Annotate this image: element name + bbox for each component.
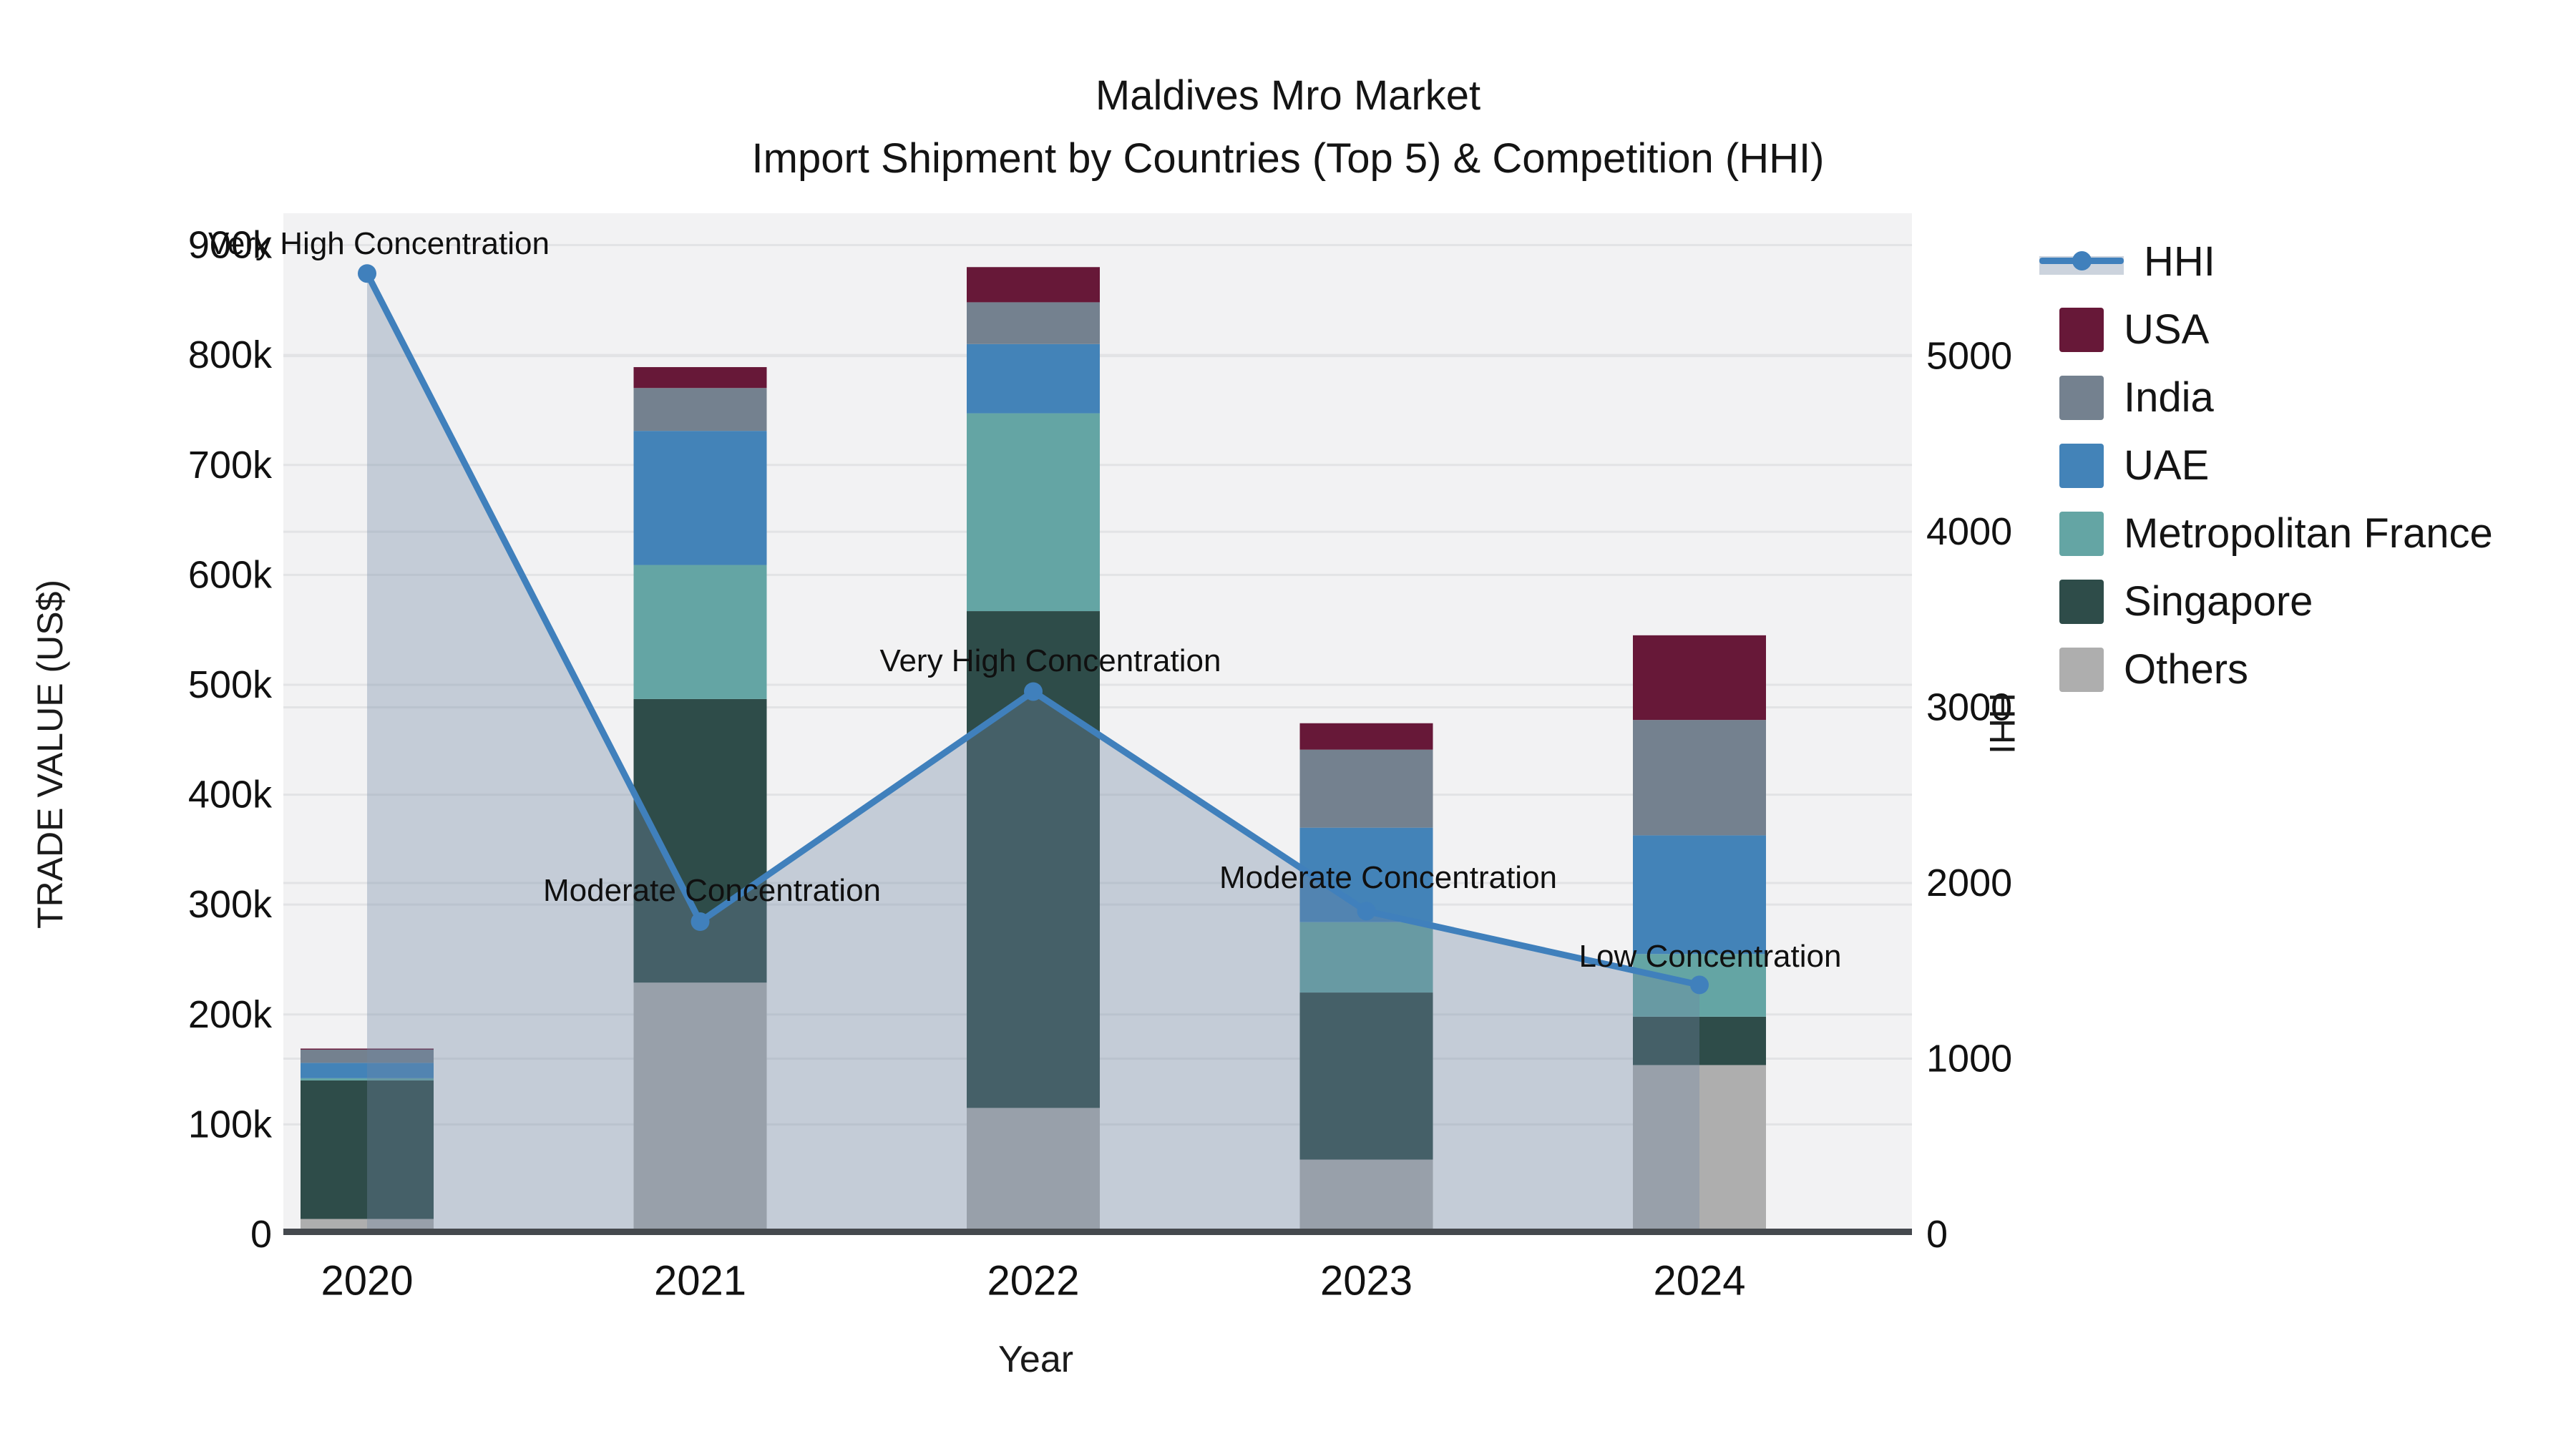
annotation-label: Moderate Concentration: [542, 873, 882, 908]
x-axis-line: [283, 1229, 1912, 1235]
x-tick-label: 2024: [1653, 1258, 1745, 1304]
bar-segment-singapore-2024: [1633, 1016, 1766, 1065]
hhi-marker-2024: [1690, 975, 1709, 995]
y-left-tick-label: 500k: [188, 663, 273, 706]
y-left-tick-label: 200k: [188, 993, 273, 1036]
y-right-tick-label: 3000: [1926, 686, 2012, 729]
legend-item-uae: UAE: [2059, 431, 2493, 499]
y-right-tick-label: 0: [1926, 1213, 1948, 1256]
bar-segment-uae-2024: [1633, 835, 1766, 955]
bar-segment-uae-2022: [967, 343, 1100, 414]
x-tick-label: 2020: [321, 1258, 413, 1304]
bar-segment-metropolitan-france-2023: [1299, 922, 1433, 993]
bar-segment-usa-2021: [633, 367, 767, 389]
bar-segment-metropolitan-france-2020: [301, 1078, 434, 1080]
bar-segment-usa-2020: [301, 1048, 434, 1050]
chart-subtitle: Import Shipment by Countries (Top 5) & C…: [751, 135, 1825, 182]
legend-item-singapore: Singapore: [2059, 567, 2493, 635]
hhi-marker-2022: [1024, 682, 1043, 701]
y-left-tick-label: 800k: [188, 333, 273, 376]
x-axis-title: Year: [998, 1339, 1074, 1380]
bar-segment-others-2021: [633, 982, 767, 1234]
annotation-label: Low Concentration: [1579, 939, 1842, 974]
y-axis-title-right: HHI: [1982, 692, 2022, 755]
y-right-tick-label: 2000: [1926, 862, 2012, 904]
bar-segment-india-2021: [633, 388, 767, 431]
y-right-tick-label: 5000: [1926, 335, 2012, 378]
legend-item-label: USA: [2124, 306, 2210, 353]
legend-swatch-icon: [2059, 647, 2104, 692]
x-tick-label: 2023: [1320, 1258, 1413, 1304]
bar-segment-india-2020: [301, 1049, 434, 1063]
hhi-marker-2020: [358, 264, 376, 283]
bar-segment-metropolitan-france-2021: [633, 565, 767, 699]
bar-segment-others-2023: [1299, 1159, 1433, 1234]
legend-swatch-icon: [2059, 375, 2104, 420]
legend-item-hhi: HHI: [2039, 228, 2493, 296]
y-left-tick-label: 400k: [188, 774, 273, 816]
legend-swatch-icon: [2059, 443, 2104, 488]
legend-swatch-icon: [2059, 307, 2104, 352]
bar-segment-usa-2024: [1633, 635, 1766, 721]
y-axis-title-left: TRADE VALUE (US$): [30, 579, 70, 930]
y-left-tick-label: 300k: [188, 883, 273, 926]
hhi-line-swatch-icon: [2039, 248, 2124, 276]
y-left-tick-label: 0: [250, 1213, 272, 1256]
legend-item-india: India: [2059, 364, 2493, 431]
bar-segment-india-2023: [1299, 749, 1433, 828]
legend-item-label: UAE: [2124, 442, 2210, 489]
legend-swatch-icon: [2059, 579, 2104, 624]
bar-segment-usa-2022: [967, 267, 1100, 303]
annotation-label: Very High Concentration: [208, 226, 550, 261]
y-left-tick-label: 700k: [188, 444, 273, 487]
hhi-marker-2023: [1357, 902, 1376, 921]
legend-item-label: HHI: [2144, 238, 2215, 285]
legend-item-label: Singapore: [2124, 578, 2313, 625]
legend-item-metropolitan-france: Metropolitan France: [2059, 499, 2493, 567]
legend-item-label: India: [2124, 374, 2214, 421]
bar-segment-india-2022: [967, 302, 1100, 344]
legend-item-others: Others: [2059, 635, 2493, 703]
y-right-tick-label: 1000: [1926, 1038, 2012, 1080]
legend-swatch-icon: [2059, 511, 2104, 556]
x-tick-label: 2021: [654, 1258, 746, 1304]
bar-segment-uae-2020: [301, 1063, 434, 1078]
hhi-marker-2021: [691, 912, 710, 932]
x-tick-label: 2022: [987, 1258, 1079, 1304]
bar-segment-india-2024: [1633, 720, 1766, 836]
legend: HHI USA India UAE Metropolitan France Singapo…: [2039, 228, 2493, 703]
chart-title: Maldives Mro Market: [1095, 72, 1481, 119]
y-left-tick-label: 100k: [188, 1103, 273, 1146]
annotation-label: Very High Concentration: [879, 643, 1221, 678]
legend-item-usa: USA: [2059, 296, 2493, 364]
bar-segment-uae-2021: [633, 431, 767, 565]
bar-segment-singapore-2020: [301, 1080, 434, 1219]
legend-item-label: Others: [2124, 646, 2249, 693]
bar-segment-usa-2023: [1299, 723, 1433, 750]
bar-segment-others-2022: [967, 1108, 1100, 1234]
legend-item-label: Metropolitan France: [2124, 510, 2493, 557]
y-left-tick-label: 900k: [188, 224, 273, 267]
y-left-tick-label: 600k: [188, 553, 273, 596]
annotation-label: Moderate Concentration: [1219, 860, 1558, 895]
bar-segment-metropolitan-france-2022: [967, 413, 1100, 612]
bar-segment-others-2024: [1633, 1065, 1766, 1234]
bar-segment-singapore-2023: [1299, 992, 1433, 1160]
hhi-area-fill: [367, 273, 1699, 1234]
y-right-tick-label: 4000: [1926, 510, 2012, 553]
